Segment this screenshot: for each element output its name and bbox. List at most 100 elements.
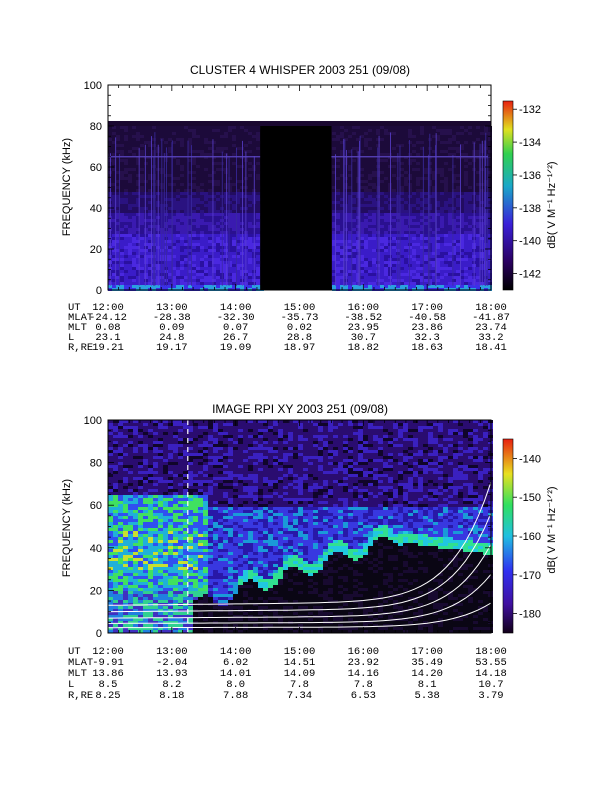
spectrogram-cell: [436, 177, 440, 180]
spectrogram-cell: [128, 216, 132, 219]
spectrogram-cell: [372, 207, 376, 210]
spectrogram-cell: [372, 204, 376, 207]
spectrogram-cell: [372, 168, 376, 171]
spectrogram-cell: [436, 261, 440, 264]
spectrogram-cell: [256, 213, 260, 216]
spectrogram-cell: [440, 231, 444, 234]
spectrogram-cell: [128, 570, 133, 573]
spectrogram-cell: [228, 255, 232, 258]
spectrogram-cell: [464, 147, 468, 150]
spectrogram-cell: [408, 150, 412, 153]
spectrogram-cell: [208, 165, 212, 168]
spectrogram-cell: [336, 249, 340, 252]
spectrogram-cell: [444, 153, 448, 156]
spectrogram-cell: [424, 243, 428, 246]
spectrogram-cell: [196, 183, 200, 186]
spectrogram-cell: [204, 264, 208, 267]
spectrogram-cell: [380, 192, 384, 195]
spectrogram-cell: [204, 228, 208, 231]
spectrogram-cell: [184, 162, 188, 165]
spectrogram-cell: [364, 153, 368, 156]
spectrogram-cell: [212, 180, 216, 183]
spectrogram-cell: [176, 126, 180, 129]
spectrogram-cell: [444, 132, 448, 135]
spectrogram-cell: [108, 495, 113, 498]
spectrogram-cell: [404, 201, 408, 204]
spectrogram-cell: [118, 495, 123, 498]
spectrogram-cell: [248, 273, 252, 276]
spectrogram-cell: [468, 219, 472, 222]
spectrogram-cell: [460, 144, 464, 147]
spectrogram-cell: [412, 174, 416, 177]
spectrogram-cell: [476, 159, 480, 162]
spectrogram-cell: [388, 201, 392, 204]
spectrogram-cell: [420, 174, 424, 177]
spectrogram-cell: [136, 264, 140, 267]
spectrogram-cell: [128, 609, 133, 612]
spectrogram-cell: [123, 474, 128, 477]
spectrogram-cell: [132, 228, 136, 231]
spectrogram-cell: [204, 168, 208, 171]
spectrogram-cell: [118, 579, 123, 582]
spectrogram-cell: [216, 270, 220, 273]
spectrogram-cell: [188, 225, 192, 228]
spectrogram-cell: [120, 180, 124, 183]
spectrogram-cell: [118, 561, 123, 564]
spectrogram-cell: [440, 132, 444, 135]
spectrogram-cell: [468, 144, 472, 147]
spectrogram-cell: [144, 129, 148, 132]
spectrogram-cell: [116, 270, 120, 273]
spectrogram-cell: [416, 165, 420, 168]
spectrogram-cell: [144, 210, 148, 213]
spectrogram-cell: [432, 252, 436, 255]
spectrogram-cell: [116, 165, 120, 168]
spectrogram-cell: [236, 258, 240, 261]
spectrogram-cell: [196, 261, 200, 264]
spectrogram-cell: [184, 243, 188, 246]
spectrogram-cell: [108, 543, 113, 546]
spectrogram-cell: [424, 207, 428, 210]
spectrogram-cell: [416, 138, 420, 141]
spectrogram-cell: [216, 258, 220, 261]
spectrogram-cell: [120, 276, 124, 279]
spectrogram-cell: [196, 270, 200, 273]
spectrogram-cell: [123, 603, 128, 606]
spectrogram-cell: [118, 567, 123, 570]
spectrogram-cell: [208, 264, 212, 267]
spectrogram-cell: [360, 264, 364, 267]
spectrogram-cell: [120, 198, 124, 201]
spectrogram-cell: [432, 138, 436, 141]
spectrogram-cell: [456, 279, 460, 282]
spectrogram-cell: [400, 189, 404, 192]
spectrogram-cell: [340, 246, 344, 249]
spectrogram-cell: [340, 252, 344, 255]
spectrogram-cell: [196, 231, 200, 234]
spectrogram-cell: [380, 282, 384, 285]
spectrogram-cell: [123, 585, 128, 588]
spectrogram-cell: [368, 183, 372, 186]
spectrogram-cell: [456, 129, 460, 132]
spectrogram-cell: [124, 234, 128, 237]
spectrogram-cell: [372, 222, 376, 225]
spectrogram-cell: [424, 222, 428, 225]
spectrogram-cell: [172, 273, 176, 276]
spectrogram-cell: [112, 183, 116, 186]
spectrogram-cell: [224, 285, 228, 288]
spectrogram-cell: [112, 186, 116, 189]
spectrogram-cell: [368, 231, 372, 234]
spectrogram-cell: [404, 207, 408, 210]
spectrogram-cell: [476, 261, 480, 264]
spectrogram-cell: [448, 240, 452, 243]
spectrogram-cell: [232, 273, 236, 276]
spectrogram-cell: [352, 231, 356, 234]
spectrogram-cell: [200, 255, 204, 258]
spectrogram-cell: [212, 219, 216, 222]
spectrogram-cell: [388, 243, 392, 246]
spectrogram-cell: [236, 189, 240, 192]
spectrogram-cell: [118, 519, 123, 522]
spectrogram-cell: [464, 162, 468, 165]
spectrogram-cell: [464, 186, 468, 189]
spectrogram-cell: [364, 129, 368, 132]
spectrogram-cell: [156, 285, 160, 288]
spectrogram-cell: [424, 282, 428, 285]
